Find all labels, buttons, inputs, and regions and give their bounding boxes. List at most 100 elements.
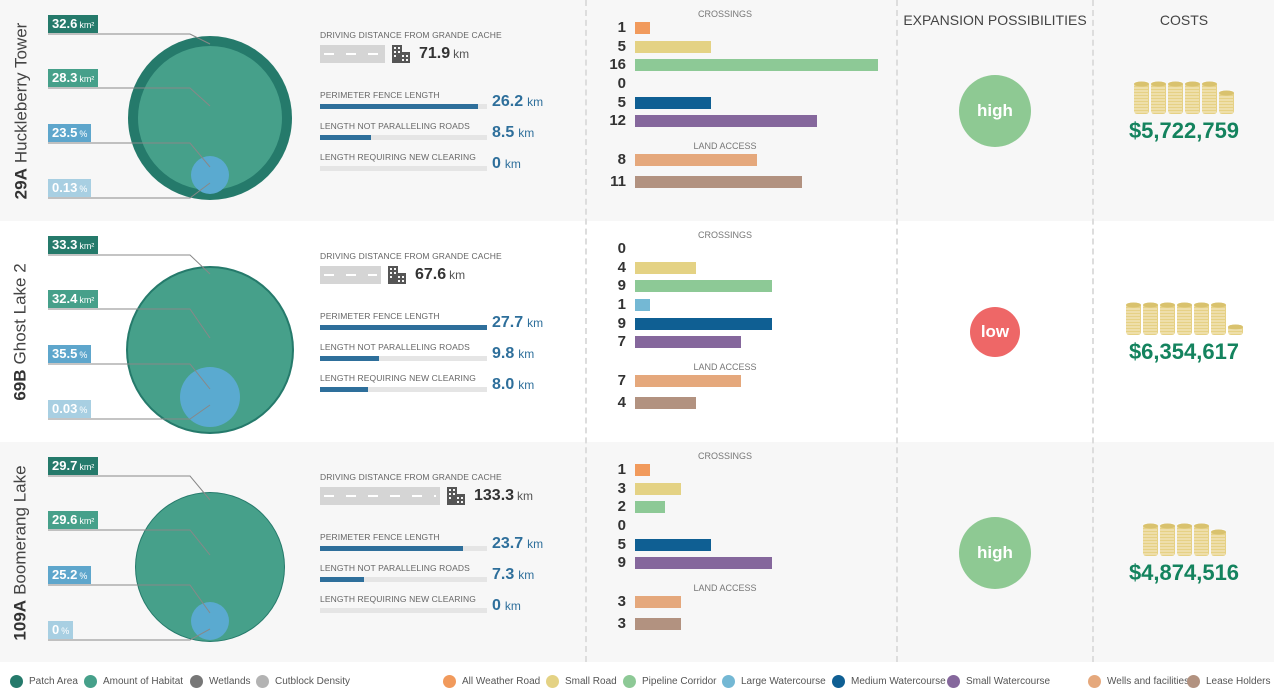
bar [635, 176, 803, 189]
cutblock-tag: 0% [48, 621, 74, 639]
tag-value: 28.3 [52, 70, 78, 85]
metric-number: 0 [492, 155, 501, 172]
cost-value: $6,354,617 [1128, 338, 1240, 364]
not-paralleling-roads-track [320, 356, 487, 361]
coin-stack-icon [1168, 81, 1183, 114]
bar-value-label: 0 [617, 517, 626, 535]
road-icon [320, 487, 440, 505]
tag-value: 0.13 [52, 180, 78, 195]
tag-value: 25.2 [52, 567, 78, 582]
leader-line [48, 33, 211, 45]
metric-unit: km [527, 537, 544, 551]
legend-item: Small Watercourse [947, 675, 1050, 688]
metric-number: 9.8 [492, 345, 515, 362]
cost-value: $4,874,516 [1128, 559, 1240, 585]
coin-stacks [1134, 78, 1234, 114]
bar-value-label: 4 [617, 394, 626, 412]
bar-value-label: 3 [617, 615, 626, 633]
habitat-circle [138, 46, 282, 190]
bar [635, 538, 711, 551]
bar [635, 96, 711, 109]
tag-unit: % [79, 350, 88, 360]
legend-label: Patch Area [29, 676, 78, 687]
bar-value-label: 7 [617, 333, 626, 351]
wetlands-tag: 23.5% [48, 124, 92, 142]
driving-distance: 67.6 km [320, 265, 570, 285]
bar-value-label: 4 [617, 258, 626, 276]
metric-unit: km [518, 378, 535, 392]
metric-unit: km [504, 599, 521, 613]
legend-item: Pipeline Corridor [623, 675, 716, 688]
tag-value: 35.5 [52, 346, 78, 361]
metric-number: 8.5 [492, 124, 515, 141]
new-clearing-label: LENGTH REQUIRING NEW CLEARING [320, 594, 476, 604]
metric-unit: km [518, 568, 535, 582]
bar [635, 397, 696, 410]
patch-area-tag: 32.6 km² [48, 15, 99, 33]
land-access-row-lease-holders: 11 [600, 173, 890, 195]
site-row: 109ABoomerang Lake 29.7 km² 29.6 km² 25.2% 0% … [0, 442, 1274, 663]
legend-label: Cutblock Density [275, 676, 351, 687]
bar [635, 618, 681, 631]
not-paralleling-roads-value: 8.5 km [492, 124, 534, 142]
legend-label: Small Watercourse [966, 676, 1051, 687]
bar [635, 22, 651, 34]
legend-item: Wells and facilities [1088, 675, 1189, 688]
bar-value-label: 3 [617, 479, 626, 497]
fence-length-track [320, 325, 487, 330]
legend-swatch-icon [1187, 675, 1200, 688]
tag-unit: % [79, 129, 88, 139]
driving-distance: 133.3 km [320, 486, 570, 506]
new-clearing-metric: LENGTH REQUIRING NEW CLEARING 0 km [320, 152, 570, 183]
crossing-row-small-watercourse: 9 [600, 554, 890, 573]
driving-distance-label: DRIVING DISTANCE FROM GRANDE CACHE [320, 30, 502, 40]
legend-item: Small Road [546, 675, 617, 688]
crossings-header: CROSSINGS [697, 9, 752, 19]
leader-line [48, 142, 211, 168]
bar [635, 317, 772, 330]
not-paralleling-roads-bar [320, 356, 380, 361]
city-building-icon [392, 45, 410, 63]
cutblock-tag: 0.13% [48, 179, 92, 197]
site-row: 29AHuckleberry Tower 32.6 km² 28.3 km² 23.5% 0… [0, 0, 1274, 221]
metric-unit: km [518, 126, 535, 140]
bar-value-label: 7 [617, 372, 626, 390]
crossing-row-small-road: 3 [600, 480, 890, 499]
tag-value: 33.3 [52, 237, 78, 252]
tag-unit: km² [79, 516, 95, 526]
legend-label: Pipeline Corridor [642, 676, 717, 687]
legend-label: Wells and facilities [1107, 676, 1190, 687]
bar [635, 375, 742, 388]
legend-swatch-icon [443, 675, 456, 688]
tag-unit: km² [79, 462, 95, 472]
new-clearing-track [320, 387, 487, 392]
land-access-row-wells-and-facilities: 7 [600, 372, 890, 394]
road-icon [320, 45, 385, 63]
new-clearing-track [320, 166, 487, 171]
bar-value-label: 2 [617, 498, 626, 516]
tag-value: 29.7 [52, 458, 78, 473]
fence-length-bar [320, 325, 487, 330]
distance-number: 67.6 [415, 266, 447, 283]
crossing-row-large-watercourse: 1 [600, 296, 890, 315]
land-access-row-wells-and-facilities: 8 [600, 151, 890, 173]
crossings-chart: CROSSINGS 1 3 2 0 5 9 LAND ACCESS 3 3 [600, 451, 890, 637]
distance-unit: km [449, 268, 466, 282]
legend-label: All Weather Road [462, 676, 541, 687]
new-clearing-label: LENGTH REQUIRING NEW CLEARING [320, 373, 476, 383]
wetlands-tag: 25.2% [48, 566, 92, 584]
not-paralleling-roads-value: 7.3 km [492, 566, 534, 584]
driving-distance: 71.9 km [320, 44, 570, 64]
land-access-row-lease-holders: 3 [600, 615, 890, 637]
bar [635, 557, 772, 570]
fence-length-track [320, 546, 487, 551]
legend-swatch-icon [623, 675, 636, 688]
legend-label: Small Road [565, 676, 617, 687]
expansion-badge: low [970, 306, 1020, 357]
legend-swatch-icon [190, 675, 203, 688]
habitat-circle-chart [48, 33, 292, 200]
cost-cell: $6,354,617 [1094, 221, 1274, 442]
expansion-badge: high [959, 74, 1031, 147]
crossings-chart: CROSSINGS 1 5 16 0 5 12 LAND ACCESS 8 11 [600, 9, 890, 195]
wetlands-circle [191, 156, 229, 194]
